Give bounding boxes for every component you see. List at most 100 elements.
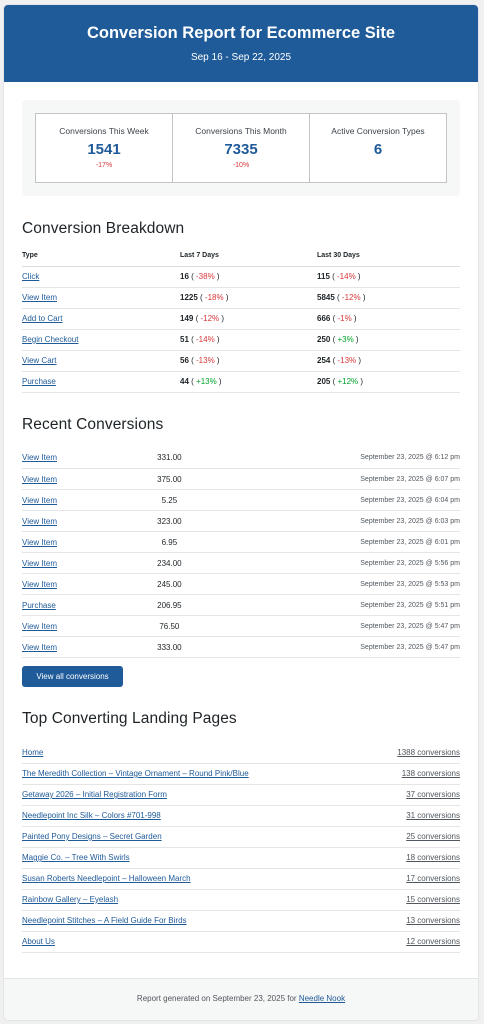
conversion-type-link[interactable]: Add to Cart <box>22 314 63 323</box>
count-value: 115 <box>317 272 330 281</box>
page-cell: Getaway 2026 – Initial Registration Form <box>22 784 366 806</box>
conversion-type-link[interactable]: View Item <box>22 621 57 631</box>
date-range: Sep 16 - Sep 22, 2025 <box>190 52 292 63</box>
type-cell: View Item <box>22 287 180 309</box>
table-row: Purchase 44 ( +13% ) 205 ( +12% ) <box>22 371 460 393</box>
conversion-type-link[interactable]: Purchase <box>22 377 56 386</box>
change-value: +13% <box>196 377 217 386</box>
table-row: Needlepoint Stitches – A Field Guide For… <box>22 910 460 932</box>
week-cell: 149 ( -12% ) <box>180 308 317 330</box>
table-row: Maggie Co. – Tree With Swirls 18 conversi… <box>22 847 460 869</box>
conversion-type-link[interactable]: Click <box>22 272 40 281</box>
landing-page-link[interactable]: Home <box>22 747 44 757</box>
change-value: -18% <box>204 293 224 302</box>
stat-conversions-week: Conversions This Week 1541 -17% <box>36 114 172 182</box>
conversions-count-link[interactable]: 138 conversions <box>401 769 460 778</box>
month-cell: 115 ( -14% ) <box>317 266 460 288</box>
table-row: View Item 375.00 September 23, 2025 @ 6:07… <box>22 468 460 490</box>
amount-cell: 6.95 <box>99 531 240 553</box>
conversion-type-link[interactable]: View Item <box>22 516 57 526</box>
conversions-count-link[interactable]: 1388 conversions <box>397 747 460 757</box>
type-cell: View Item <box>22 489 100 511</box>
conversions-count-link[interactable]: 12 conversions <box>406 937 460 946</box>
breakdown-title: Conversion Breakdown <box>22 220 185 237</box>
date-cell: September 23, 2025 @ 6:12 pm <box>239 447 460 469</box>
table-row: Painted Pony Designs – Secret Garden 25 c… <box>22 826 460 848</box>
conversions-count-link[interactable]: 17 conversions <box>406 874 460 883</box>
type-cell: View Item <box>22 573 100 595</box>
stat-active-types: Active Conversion Types 6 <box>309 114 446 182</box>
count-value: 44 <box>180 377 189 386</box>
table-row: View Item 1225 ( -18% ) 5845 ( -12% ) <box>22 287 460 309</box>
page-cell: Susan Roberts Needlepoint – Halloween Ma… <box>22 868 366 890</box>
type-cell: View Item <box>22 552 100 574</box>
landing-page-link[interactable]: Getaway 2026 – Initial Registration Form <box>22 790 167 799</box>
change-value: -13% <box>337 356 357 365</box>
footer-site-link[interactable]: Needle Nook <box>298 994 346 1003</box>
column-header-type: Type <box>22 252 180 267</box>
count-value: 205 <box>317 377 331 386</box>
count-value: 1225 <box>180 293 198 302</box>
report-footer: Report generated on September 23, 2025 f… <box>4 978 478 1020</box>
conversions-count-cell: 12 conversions <box>365 931 460 953</box>
conversions-count-link[interactable]: 18 conversions <box>406 853 460 862</box>
landing-title: Top Converting Landing Pages <box>22 710 237 727</box>
table-row: View Item 323.00 September 23, 2025 @ 6:03… <box>22 510 460 532</box>
conversion-type-link[interactable]: View Item <box>22 293 57 302</box>
conversion-type-link[interactable]: Purchase <box>22 600 56 610</box>
conversions-count-link[interactable]: 31 conversions <box>406 811 460 820</box>
landing-page-link[interactable]: Rainbow Gallery – Eyelash <box>22 895 119 904</box>
table-row: About Us 12 conversions <box>22 931 460 953</box>
page-cell: Painted Pony Designs – Secret Garden <box>22 826 366 848</box>
conversion-type-link[interactable]: View Item <box>22 453 57 463</box>
conversions-count-link[interactable]: 25 conversions <box>406 832 460 841</box>
conversions-count-cell: 1388 conversions <box>365 742 460 764</box>
change-value: -1% <box>337 314 352 323</box>
table-row: Needlepoint Inc Silk – Colors #701-998 31… <box>22 805 460 827</box>
landing-page-link[interactable]: Needlepoint Stitches – A Field Guide For… <box>22 916 187 925</box>
conversion-type-link[interactable]: Begin Checkout <box>22 335 79 344</box>
conversion-type-link[interactable]: View Item <box>22 642 57 652</box>
conversions-count-cell: 31 conversions <box>365 805 460 827</box>
landing-page-link[interactable]: Painted Pony Designs – Secret Garden <box>22 832 162 841</box>
count-value: 149 <box>180 314 194 323</box>
conversions-count-link[interactable]: 15 conversions <box>406 895 460 904</box>
type-cell: View Item <box>22 510 100 532</box>
page-cell: Needlepoint Inc Silk – Colors #701-998 <box>22 805 366 827</box>
change-value: -14% <box>196 335 215 344</box>
change-value: -13% <box>196 356 215 365</box>
stat-change: -17% <box>95 162 113 169</box>
type-cell: View Item <box>22 447 100 469</box>
conversions-count-link[interactable]: 37 conversions <box>406 790 460 799</box>
table-header-row: Type Last 7 Days Last 30 Days <box>22 252 460 267</box>
conversion-type-link[interactable]: View Item <box>22 558 57 568</box>
recent-title: Recent Conversions <box>22 415 164 433</box>
conversion-type-link[interactable]: View Cart <box>22 356 57 365</box>
landing-page-link[interactable]: The Meredith Collection – Vintage Orname… <box>22 769 249 778</box>
count-value: 51 <box>180 335 189 344</box>
conversions-count-link[interactable]: 13 conversions <box>406 916 460 925</box>
landing-page-link[interactable]: Maggie Co. – Tree With Swirls <box>22 853 130 862</box>
conversion-type-link[interactable]: View Item <box>22 495 57 505</box>
conversion-type-link[interactable]: View Item <box>22 474 57 484</box>
stat-change: -10% <box>232 162 250 169</box>
page-cell: Home <box>22 742 366 764</box>
landing-page-link[interactable]: About Us <box>22 937 55 946</box>
column-header-7-days: Last 7 Days <box>180 252 317 267</box>
conversions-count-cell: 25 conversions <box>365 826 460 848</box>
conversion-type-link[interactable]: View Item <box>22 579 57 589</box>
month-cell: 666 ( -1% ) <box>317 308 460 330</box>
conversion-type-link[interactable]: View Item <box>22 537 57 547</box>
table-row: Rainbow Gallery – Eyelash 15 conversions <box>22 889 460 911</box>
landing-page-link[interactable]: Needlepoint Inc Silk – Colors #701-998 <box>22 811 161 820</box>
stat-value: 7335 <box>224 141 258 158</box>
landing-page-link[interactable]: Susan Roberts Needlepoint – Halloween Ma… <box>22 874 191 883</box>
page-cell: About Us <box>22 931 366 953</box>
conversions-count-cell: 13 conversions <box>365 910 460 932</box>
type-cell: Purchase <box>22 594 100 616</box>
week-cell: 1225 ( -18% ) <box>180 287 317 309</box>
footer-text: Report generated on September 23, 2025 f… <box>136 994 297 1003</box>
type-cell: View Item <box>22 636 100 658</box>
view-all-conversions-button[interactable]: View all conversions <box>22 666 123 687</box>
type-cell: Add to Cart <box>22 308 180 330</box>
